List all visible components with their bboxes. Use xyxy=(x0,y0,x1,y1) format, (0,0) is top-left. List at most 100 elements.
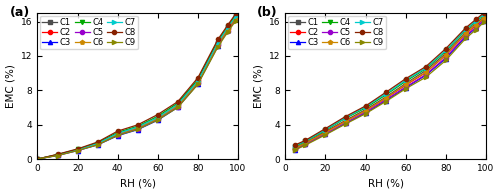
C9 xyxy=(54,154,60,157)
C6 xyxy=(422,71,428,74)
C1 xyxy=(154,118,160,120)
Line: C7: C7 xyxy=(36,14,238,161)
Legend: C1, C2, C3, C4, C5, C6, C7, C8, C9: C1, C2, C3, C4, C5, C6, C7, C8, C9 xyxy=(288,16,386,49)
C8 xyxy=(215,38,221,41)
C5 xyxy=(195,82,201,84)
C5 xyxy=(362,111,368,113)
C7 xyxy=(302,140,308,142)
C4 xyxy=(215,40,221,42)
C9 xyxy=(402,88,408,90)
C2 xyxy=(215,41,221,43)
C1 xyxy=(422,69,428,72)
C5 xyxy=(302,143,308,146)
C2 xyxy=(94,142,100,145)
C4 xyxy=(233,13,239,16)
C7 xyxy=(382,93,388,95)
C4 xyxy=(342,117,348,119)
C6 xyxy=(382,97,388,99)
C1 xyxy=(481,16,487,18)
C8 xyxy=(114,130,120,132)
C2 xyxy=(233,15,239,17)
C1 xyxy=(175,105,181,107)
C9 xyxy=(114,134,120,137)
C3 xyxy=(154,119,160,121)
C8 xyxy=(94,141,100,143)
C5 xyxy=(442,56,448,59)
C7 xyxy=(473,20,479,22)
C7 xyxy=(114,132,120,135)
Line: C2: C2 xyxy=(294,16,486,151)
C3 xyxy=(402,87,408,89)
Line: C1: C1 xyxy=(36,14,238,161)
C4 xyxy=(382,94,388,96)
C8 xyxy=(402,78,408,80)
Line: C3: C3 xyxy=(294,19,486,152)
C7 xyxy=(463,28,469,30)
C5 xyxy=(215,44,221,46)
C2 xyxy=(463,32,469,35)
C6 xyxy=(195,81,201,84)
C1 xyxy=(34,158,40,160)
C9 xyxy=(382,100,388,103)
C3 xyxy=(481,20,487,22)
C8 xyxy=(134,124,140,126)
C3 xyxy=(225,29,231,31)
Line: C5: C5 xyxy=(294,18,486,151)
C4 xyxy=(154,115,160,117)
C5 xyxy=(402,86,408,88)
C6 xyxy=(292,147,298,149)
C1 xyxy=(292,147,298,149)
C1 xyxy=(302,142,308,144)
C1 xyxy=(215,42,221,44)
C9 xyxy=(175,106,181,109)
C7 xyxy=(94,142,100,145)
Line: C4: C4 xyxy=(36,12,238,161)
C5 xyxy=(322,133,328,135)
C1 xyxy=(74,149,80,151)
C5 xyxy=(233,18,239,20)
C7 xyxy=(54,154,60,156)
C8 xyxy=(481,12,487,14)
C3 xyxy=(473,27,479,29)
C4 xyxy=(175,102,181,104)
C2 xyxy=(54,154,60,156)
Line: C4: C4 xyxy=(294,13,486,149)
C9 xyxy=(94,144,100,146)
C6 xyxy=(175,104,181,107)
C1 xyxy=(402,82,408,85)
C3 xyxy=(292,148,298,151)
C9 xyxy=(215,46,221,48)
C1 xyxy=(54,154,60,156)
X-axis label: RH (%): RH (%) xyxy=(120,178,156,188)
C9 xyxy=(225,31,231,33)
C4 xyxy=(302,140,308,143)
C2 xyxy=(481,17,487,20)
C3 xyxy=(114,134,120,137)
C1 xyxy=(233,14,239,17)
C1 xyxy=(442,52,448,55)
C6 xyxy=(74,149,80,151)
C9 xyxy=(342,123,348,125)
C6 xyxy=(463,32,469,34)
C8 xyxy=(442,48,448,50)
C3 xyxy=(362,112,368,114)
C8 xyxy=(473,18,479,21)
C9 xyxy=(442,59,448,62)
C9 xyxy=(195,83,201,86)
C7 xyxy=(225,26,231,28)
C4 xyxy=(134,125,140,127)
C5 xyxy=(54,154,60,156)
C1 xyxy=(322,130,328,133)
C9 xyxy=(473,29,479,31)
C5 xyxy=(175,106,181,108)
Legend: C1, C2, C3, C4, C5, C6, C7, C8, C9: C1, C2, C3, C4, C5, C6, C7, C8, C9 xyxy=(40,16,138,49)
C8 xyxy=(54,153,60,155)
C3 xyxy=(342,122,348,125)
C4 xyxy=(54,153,60,156)
C5 xyxy=(422,74,428,76)
C8 xyxy=(362,105,368,107)
C7 xyxy=(481,13,487,15)
C2 xyxy=(362,110,368,112)
C4 xyxy=(195,78,201,81)
C6 xyxy=(54,154,60,156)
